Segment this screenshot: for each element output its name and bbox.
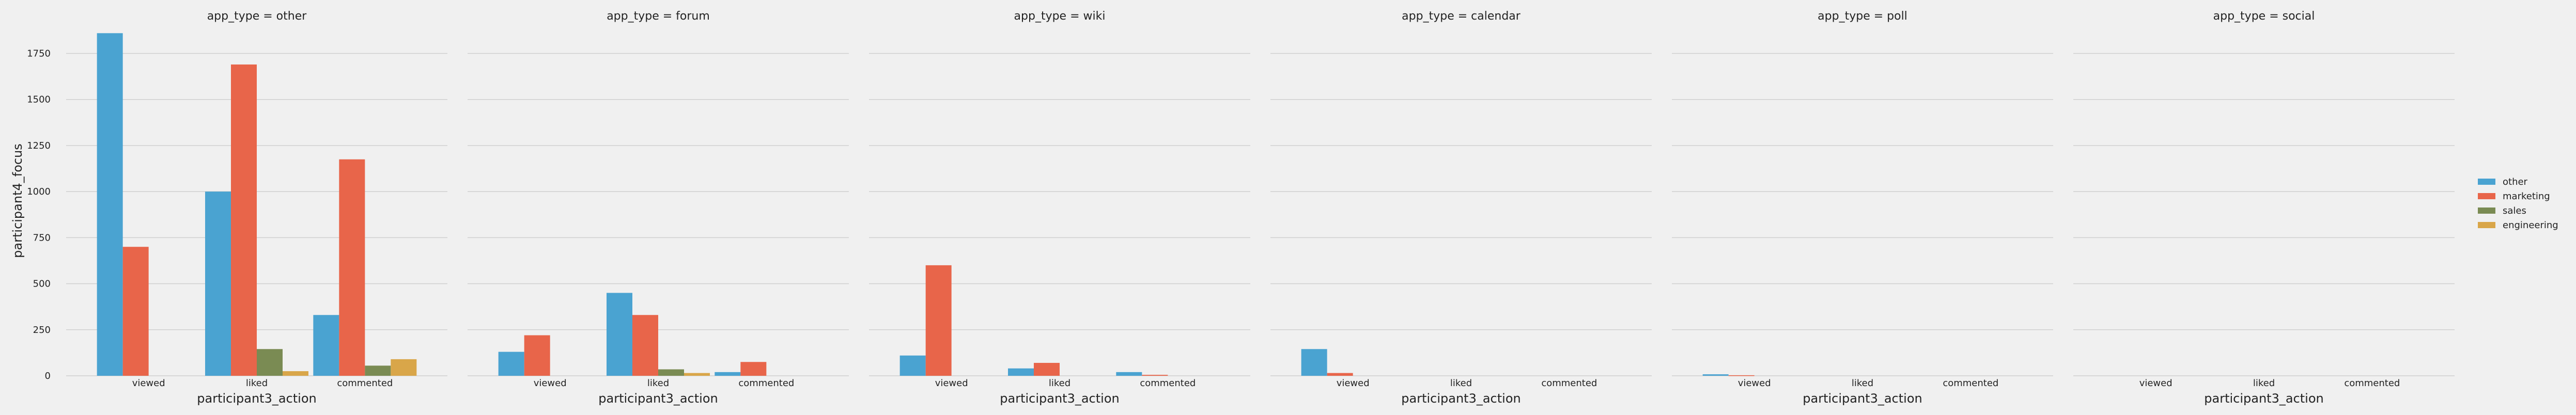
x-axis-label-other: participant3_action (197, 391, 316, 406)
bar-forum-liked-sales (658, 369, 684, 376)
bar-calendar-viewed-marketing (1327, 373, 1353, 376)
x-tick-poll-viewed: viewed (1738, 378, 1771, 389)
x-tick-other-liked: liked (246, 378, 268, 389)
legend-swatch-sales (2478, 207, 2495, 214)
x-axis-label-poll: participant3_action (1803, 391, 1922, 406)
x-tick-poll-commented: commented (1943, 378, 1998, 389)
x-tick-forum-viewed: viewed (534, 378, 567, 389)
bar-other-liked-engineering (283, 371, 308, 376)
y-tick-3: 750 (33, 232, 51, 243)
bar-other-commented-sales (365, 365, 391, 376)
x-axis-label-wiki: participant3_action (1000, 391, 1119, 406)
bar-poll-viewed-marketing (1728, 375, 1755, 376)
bar-poll-viewed-other (1702, 374, 1729, 376)
legend-label-marketing: marketing (2503, 191, 2550, 202)
y-tick-6: 1500 (27, 94, 51, 105)
bar-forum-viewed-marketing (524, 335, 550, 376)
bar-forum-liked-engineering (684, 373, 710, 376)
y-tick-5: 1250 (27, 140, 51, 151)
bar-other-commented-engineering (391, 359, 417, 376)
panel-title-forum: app_type = forum (607, 10, 710, 23)
y-tick-0: 0 (45, 371, 51, 381)
bar-wiki-viewed-marketing (925, 265, 952, 376)
bar-forum-commented-marketing (740, 362, 767, 376)
x-tick-other-commented: commented (337, 378, 393, 389)
x-tick-wiki-viewed: viewed (935, 378, 968, 389)
bar-other-commented-other (313, 315, 339, 376)
panel-title-social: app_type = social (2213, 10, 2315, 23)
x-tick-calendar-viewed: viewed (1337, 378, 1370, 389)
y-axis-label: participant4_focus (10, 143, 25, 258)
legend-swatch-engineering (2478, 222, 2495, 228)
bar-other-viewed-other (97, 33, 123, 376)
bar-forum-liked-marketing (632, 315, 658, 376)
x-tick-wiki-liked: liked (1049, 378, 1070, 389)
y-tick-4: 1000 (27, 186, 51, 197)
bar-other-viewed-marketing (122, 247, 149, 376)
x-tick-wiki-commented: commented (1140, 378, 1196, 389)
legend-label-other: other (2503, 177, 2528, 187)
x-axis-label-forum: participant3_action (598, 391, 718, 406)
legend-swatch-other (2478, 179, 2495, 185)
bar-wiki-liked-other (1008, 368, 1034, 376)
x-axis-label-social: participant3_action (2204, 391, 2323, 406)
panel-title-wiki: app_type = wiki (1014, 10, 1106, 23)
panel-title-calendar: app_type = calendar (1402, 10, 1521, 23)
y-tick-7: 1750 (27, 49, 51, 59)
bar-other-commented-marketing (339, 159, 365, 376)
x-tick-poll-liked: liked (1852, 378, 1873, 389)
legend-label-engineering: engineering (2503, 220, 2558, 231)
x-tick-forum-liked: liked (647, 378, 669, 389)
x-tick-forum-commented: commented (738, 378, 794, 389)
bar-forum-viewed-other (498, 352, 524, 376)
x-tick-social-liked: liked (2253, 378, 2275, 389)
bar-other-liked-sales (257, 349, 283, 376)
bar-calendar-viewed-other (1301, 349, 1327, 376)
x-tick-social-commented: commented (2344, 378, 2400, 389)
x-tick-calendar-liked: liked (1450, 378, 1472, 389)
x-tick-calendar-commented: commented (1541, 378, 1597, 389)
bar-forum-liked-other (607, 293, 632, 376)
bar-wiki-commented-marketing (1142, 375, 1168, 376)
panel-title-poll: app_type = poll (1818, 10, 1907, 23)
y-tick-2: 500 (33, 279, 51, 290)
bar-other-liked-marketing (231, 64, 257, 376)
x-axis-label-calendar: participant3_action (1401, 391, 1520, 406)
x-tick-other-viewed: viewed (132, 378, 165, 389)
x-tick-social-viewed: viewed (2139, 378, 2172, 389)
legend-swatch-marketing (2478, 193, 2495, 199)
bar-wiki-commented-other (1116, 372, 1142, 376)
bar-forum-commented-other (715, 372, 741, 376)
bar-wiki-viewed-other (899, 355, 926, 376)
bar-other-liked-other (205, 191, 231, 376)
legend-label-sales: sales (2503, 205, 2526, 216)
panel-title-other: app_type = other (207, 10, 307, 23)
y-tick-1: 250 (33, 325, 51, 336)
bar-wiki-liked-marketing (1034, 363, 1060, 376)
